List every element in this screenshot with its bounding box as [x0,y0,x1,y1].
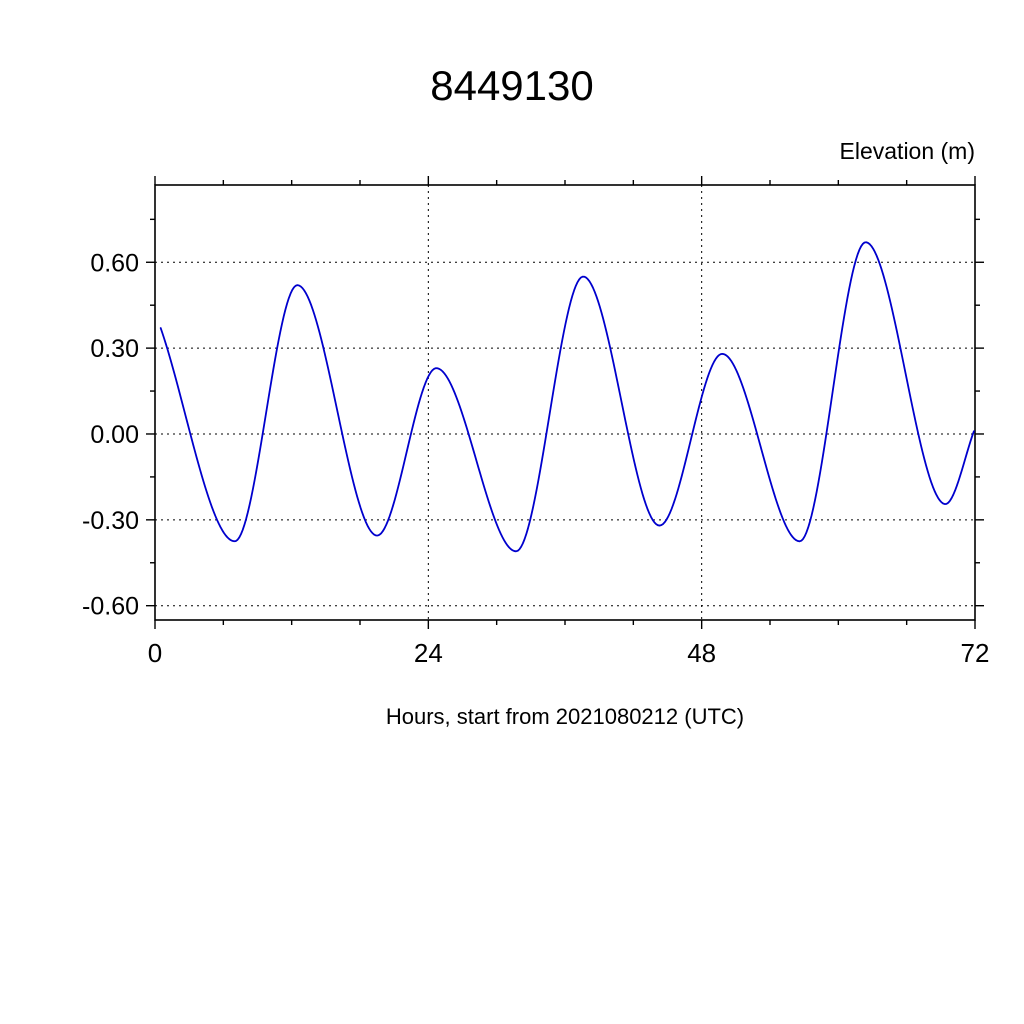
y-tick-label: 0.60 [90,249,139,277]
x-tick-label: 24 [414,638,443,668]
y-tick-label: -0.30 [82,507,139,535]
elevation-line [159,241,975,553]
y-tick-label: 0.00 [90,421,139,449]
plot-frame [154,184,976,621]
x-tick-label: 48 [687,638,716,668]
y-tick-label: -0.60 [82,593,139,621]
x-tick-label: 72 [961,638,990,668]
chart-title: 8449130 [430,62,594,109]
y-tick-label: 0.30 [90,335,139,363]
x-axis-label: Hours, start from 2021080212 (UTC) [385,704,745,729]
x-tick-label: 0 [148,638,162,668]
y-axis-label: Elevation (m) [839,138,975,164]
